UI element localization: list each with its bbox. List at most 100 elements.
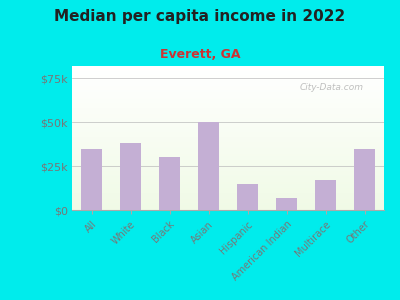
- Bar: [72, 137, 384, 138]
- Bar: [72, 198, 384, 199]
- Bar: [72, 155, 384, 156]
- Bar: [72, 191, 384, 192]
- Bar: [72, 146, 384, 147]
- Bar: [72, 134, 384, 135]
- Bar: [72, 192, 384, 193]
- Bar: [72, 90, 384, 91]
- Bar: [72, 160, 384, 161]
- Bar: [72, 129, 384, 130]
- Bar: [72, 168, 384, 169]
- Bar: [72, 184, 384, 185]
- Bar: [72, 165, 384, 166]
- Bar: [72, 183, 384, 184]
- Bar: [72, 136, 384, 137]
- Bar: [72, 120, 384, 121]
- Bar: [72, 164, 384, 165]
- Bar: [72, 112, 384, 113]
- Bar: [72, 79, 384, 80]
- Bar: [72, 71, 384, 72]
- Bar: [72, 117, 384, 118]
- Bar: [72, 150, 384, 151]
- Bar: [72, 99, 384, 100]
- Bar: [72, 180, 384, 181]
- Bar: [72, 93, 384, 94]
- Bar: [72, 97, 384, 98]
- Bar: [72, 153, 384, 154]
- Bar: [72, 68, 384, 69]
- Text: City-Data.com: City-Data.com: [300, 83, 364, 92]
- Bar: [72, 100, 384, 101]
- Bar: [72, 163, 384, 164]
- Bar: [72, 98, 384, 99]
- Bar: [72, 186, 384, 187]
- Bar: [72, 141, 384, 142]
- Bar: [72, 114, 384, 115]
- Bar: [72, 70, 384, 71]
- Bar: [72, 205, 384, 206]
- Bar: [72, 66, 384, 67]
- Bar: [72, 157, 384, 158]
- Bar: [72, 69, 384, 70]
- Bar: [72, 170, 384, 171]
- Bar: [72, 204, 384, 205]
- Bar: [72, 115, 384, 116]
- Bar: [72, 95, 384, 96]
- Bar: [72, 87, 384, 88]
- Bar: [72, 182, 384, 183]
- Bar: [72, 144, 384, 145]
- Bar: [72, 101, 384, 102]
- Bar: [72, 196, 384, 197]
- Bar: [72, 185, 384, 186]
- Bar: [72, 106, 384, 107]
- Bar: [276, 198, 297, 210]
- Bar: [72, 125, 384, 126]
- Bar: [72, 138, 384, 139]
- Bar: [72, 197, 384, 198]
- Bar: [72, 208, 384, 209]
- Bar: [72, 202, 384, 203]
- Bar: [72, 113, 384, 114]
- Bar: [72, 83, 384, 84]
- Bar: [72, 107, 384, 108]
- Bar: [72, 92, 384, 93]
- Bar: [72, 143, 384, 144]
- Bar: [72, 140, 384, 141]
- Bar: [72, 88, 384, 89]
- Bar: [72, 126, 384, 127]
- Bar: [72, 103, 384, 104]
- Bar: [72, 189, 384, 190]
- Bar: [72, 133, 384, 134]
- Bar: [72, 89, 384, 90]
- Bar: [72, 91, 384, 92]
- Bar: [72, 105, 384, 106]
- Bar: [72, 201, 384, 202]
- Bar: [72, 123, 384, 124]
- Bar: [72, 84, 384, 85]
- Bar: [72, 162, 384, 163]
- Bar: [72, 142, 384, 143]
- Bar: [72, 171, 384, 172]
- Bar: [354, 148, 375, 210]
- Bar: [72, 195, 384, 196]
- Bar: [72, 158, 384, 159]
- Bar: [72, 200, 384, 201]
- Bar: [72, 193, 384, 194]
- Bar: [72, 81, 384, 82]
- Bar: [72, 67, 384, 68]
- Bar: [72, 199, 384, 200]
- Bar: [72, 203, 384, 204]
- Bar: [72, 207, 384, 208]
- Bar: [72, 172, 384, 173]
- Bar: [72, 190, 384, 191]
- Bar: [72, 86, 384, 87]
- Bar: [72, 104, 384, 105]
- Bar: [72, 74, 384, 75]
- Bar: [72, 121, 384, 122]
- Bar: [72, 75, 384, 76]
- Bar: [72, 152, 384, 153]
- Bar: [72, 151, 384, 152]
- Bar: [72, 119, 384, 120]
- Bar: [81, 148, 102, 210]
- Bar: [72, 187, 384, 188]
- Bar: [159, 157, 180, 210]
